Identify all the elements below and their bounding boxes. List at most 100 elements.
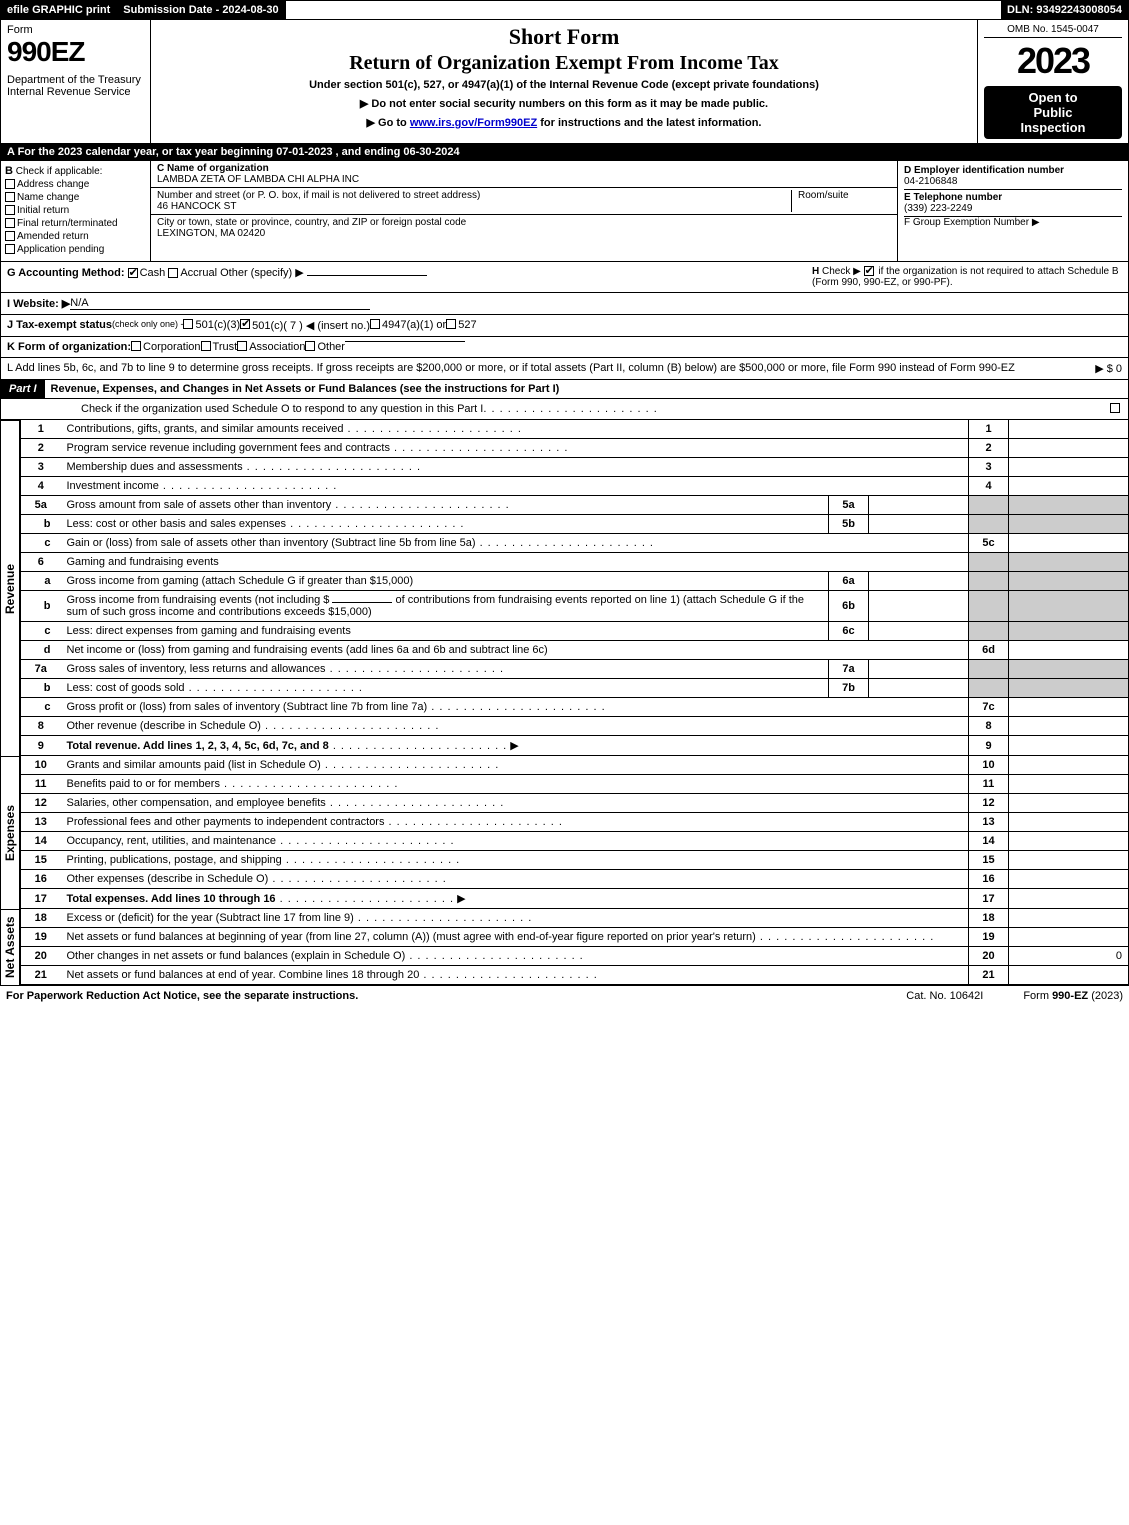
chk-address-change[interactable] xyxy=(5,179,15,189)
submission-date: Submission Date - 2024-08-30 xyxy=(117,1,285,19)
chk-initial-return[interactable] xyxy=(5,205,15,215)
l9-num: 9 xyxy=(21,736,61,756)
l3-val xyxy=(1009,458,1129,477)
l6b-amount-input[interactable] xyxy=(332,602,392,603)
chk-amended-return[interactable] xyxy=(5,231,15,241)
chk-corporation[interactable] xyxy=(131,341,141,351)
phone-label: E Telephone number xyxy=(904,192,1122,203)
chk-501c[interactable] xyxy=(240,319,250,329)
form-header: Form 990EZ Department of the Treasury In… xyxy=(0,20,1129,144)
chk-application-pending[interactable] xyxy=(5,244,15,254)
l8-num: 8 xyxy=(21,717,61,736)
line-10: 10 Grants and similar amounts paid (list… xyxy=(21,756,1129,775)
dept-treasury: Department of the Treasury xyxy=(7,74,144,86)
l6d-val xyxy=(1009,641,1129,660)
line-6a: a Gross income from gaming (attach Sched… xyxy=(21,572,1129,591)
chk-4947a1[interactable] xyxy=(370,319,380,329)
l8-rnum: 8 xyxy=(969,717,1009,736)
l7b-desc: Less: cost of goods sold xyxy=(67,682,185,694)
l5b-desc: Less: cost or other basis and sales expe… xyxy=(67,518,287,530)
lbl-address-change: Address change xyxy=(17,179,89,190)
l7a-desc: Gross sales of inventory, less returns a… xyxy=(67,663,326,675)
l13-num: 13 xyxy=(21,813,61,832)
lbl-501c3: 501(c)(3) xyxy=(195,319,240,331)
l7a-num: 7a xyxy=(21,660,61,679)
l9-desc: Total revenue. Add lines 1, 2, 3, 4, 5c,… xyxy=(67,740,329,752)
chk-501c3[interactable] xyxy=(183,319,193,329)
l3-desc: Membership dues and assessments xyxy=(67,461,243,473)
ein-label: D Employer identification number xyxy=(904,165,1122,176)
chk-cash[interactable] xyxy=(128,268,138,278)
l18-num: 18 xyxy=(21,909,61,928)
open-line1: Open to xyxy=(988,90,1118,105)
l2-num: 2 xyxy=(21,439,61,458)
lbl-501c: 501(c)( 7 ) ◀ (insert no.) xyxy=(252,319,370,332)
irs-link[interactable]: www.irs.gov/Form990EZ xyxy=(410,117,537,129)
l9-val xyxy=(1009,736,1129,756)
goto-post: for instructions and the latest informat… xyxy=(537,117,761,129)
top-bar: efile GRAPHIC print Submission Date - 20… xyxy=(0,0,1129,20)
org-name: LAMBDA ZETA OF LAMBDA CHI ALPHA INC xyxy=(157,174,891,185)
ssn-warning: ▶ Do not enter social security numbers o… xyxy=(157,97,971,110)
l7c-num: c xyxy=(21,698,61,717)
chk-schedule-b-not-required[interactable] xyxy=(864,266,874,276)
l6d-desc: Net income or (loss) from gaming and fun… xyxy=(61,641,969,660)
l5b-inum: 5b xyxy=(829,515,869,534)
ein-value: 04-2106848 xyxy=(904,176,1122,187)
l6b-inum: 6b xyxy=(829,591,869,622)
l5c-val xyxy=(1009,534,1129,553)
l20-num: 20 xyxy=(21,947,61,966)
chk-name-change[interactable] xyxy=(5,192,15,202)
lbl-final-return: Final return/terminated xyxy=(17,218,118,229)
k-label: K Form of organization: xyxy=(7,341,131,353)
l19-num: 19 xyxy=(21,928,61,947)
line-1: 1 Contributions, gifts, grants, and simi… xyxy=(21,420,1129,439)
l5a-rnum-shaded xyxy=(969,496,1009,515)
l6-num: 6 xyxy=(21,553,61,572)
chk-trust[interactable] xyxy=(201,341,211,351)
h-label: H xyxy=(812,266,819,277)
part1-title: Revenue, Expenses, and Changes in Net As… xyxy=(45,381,566,397)
chk-final-return[interactable] xyxy=(5,218,15,228)
part1-label: Part I xyxy=(1,380,45,398)
section-g-h: G Accounting Method: Cash Accrual Other … xyxy=(0,262,1129,293)
line-21: 21 Net assets or fund balances at end of… xyxy=(21,966,1129,985)
chk-accrual[interactable] xyxy=(168,268,178,278)
line-7a: 7a Gross sales of inventory, less return… xyxy=(21,660,1129,679)
section-d: D Employer identification number 04-2106… xyxy=(898,161,1128,261)
l5a-rval-shaded xyxy=(1009,496,1129,515)
l6a-num: a xyxy=(21,572,61,591)
l12-desc: Salaries, other compensation, and employ… xyxy=(67,797,326,809)
other-org-input[interactable] xyxy=(345,341,465,342)
street-label: Number and street (or P. O. box, if mail… xyxy=(157,190,791,201)
l5c-num: c xyxy=(21,534,61,553)
revenue-table: 1 Contributions, gifts, grants, and simi… xyxy=(20,420,1129,756)
l7b-ival xyxy=(869,679,969,698)
l16-rnum: 16 xyxy=(969,870,1009,889)
l15-num: 15 xyxy=(21,851,61,870)
chk-527[interactable] xyxy=(446,319,456,329)
vtab-revenue: Revenue xyxy=(0,420,20,756)
open-line2: Public xyxy=(988,105,1118,120)
chk-other-org[interactable] xyxy=(305,341,315,351)
other-specify-input[interactable] xyxy=(307,275,427,276)
section-i: I Website: ▶ N/A xyxy=(0,293,1129,315)
l20-val: 0 xyxy=(1009,947,1129,966)
l12-rnum: 12 xyxy=(969,794,1009,813)
l5a-num: 5a xyxy=(21,496,61,515)
l16-desc: Other expenses (describe in Schedule O) xyxy=(67,873,269,885)
lbl-association: Association xyxy=(249,341,305,353)
chk-schedule-o-part1[interactable] xyxy=(1110,403,1120,413)
line-6c: c Less: direct expenses from gaming and … xyxy=(21,622,1129,641)
line-17: 17 Total expenses. Add lines 10 through … xyxy=(21,889,1129,909)
l15-rnum: 15 xyxy=(969,851,1009,870)
line-6d: d Net income or (loss) from gaming and f… xyxy=(21,641,1129,660)
chk-association[interactable] xyxy=(237,341,247,351)
l11-num: 11 xyxy=(21,775,61,794)
l7b-inum: 7b xyxy=(829,679,869,698)
group-exemption-label: F Group Exemption Number ▶ xyxy=(904,217,1040,228)
title-short-form: Short Form xyxy=(157,24,971,50)
open-line3: Inspection xyxy=(988,120,1118,135)
l7c-val xyxy=(1009,698,1129,717)
footer-right-pre: Form xyxy=(1023,990,1052,1002)
